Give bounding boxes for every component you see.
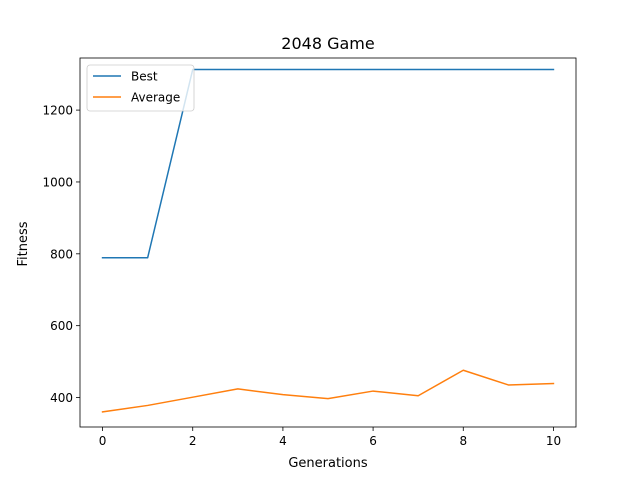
y-tick-label: 800 (50, 247, 73, 261)
x-axis-label: Generations (288, 456, 368, 471)
x-tick-label: 6 (369, 434, 377, 448)
y-axis-label: Fitness (16, 221, 31, 266)
x-tick-label: 4 (279, 434, 287, 448)
x-tick-label: 0 (99, 434, 107, 448)
legend-label-average: Average (131, 91, 180, 105)
chart-title: 2048 Game (281, 34, 374, 53)
axes-frame (79, 57, 577, 428)
x-tick-label: 2 (189, 434, 197, 448)
series-line-average (101, 369, 555, 413)
legend-label-best: Best (131, 70, 158, 84)
y-tick-label: 1200 (42, 104, 73, 118)
plot-area: 0 2 4 6 8 10 400 600 800 1000 1200 Best Average (42, 57, 577, 448)
y-tick-label: 600 (50, 319, 73, 333)
legend: Best Average (86, 64, 195, 112)
series-line-best (101, 68, 555, 259)
x-tick-label: 10 (546, 434, 561, 448)
y-tick-label: 1000 (42, 175, 73, 189)
y-tick-label: 400 (50, 391, 73, 405)
x-tick-label: 8 (459, 434, 467, 448)
